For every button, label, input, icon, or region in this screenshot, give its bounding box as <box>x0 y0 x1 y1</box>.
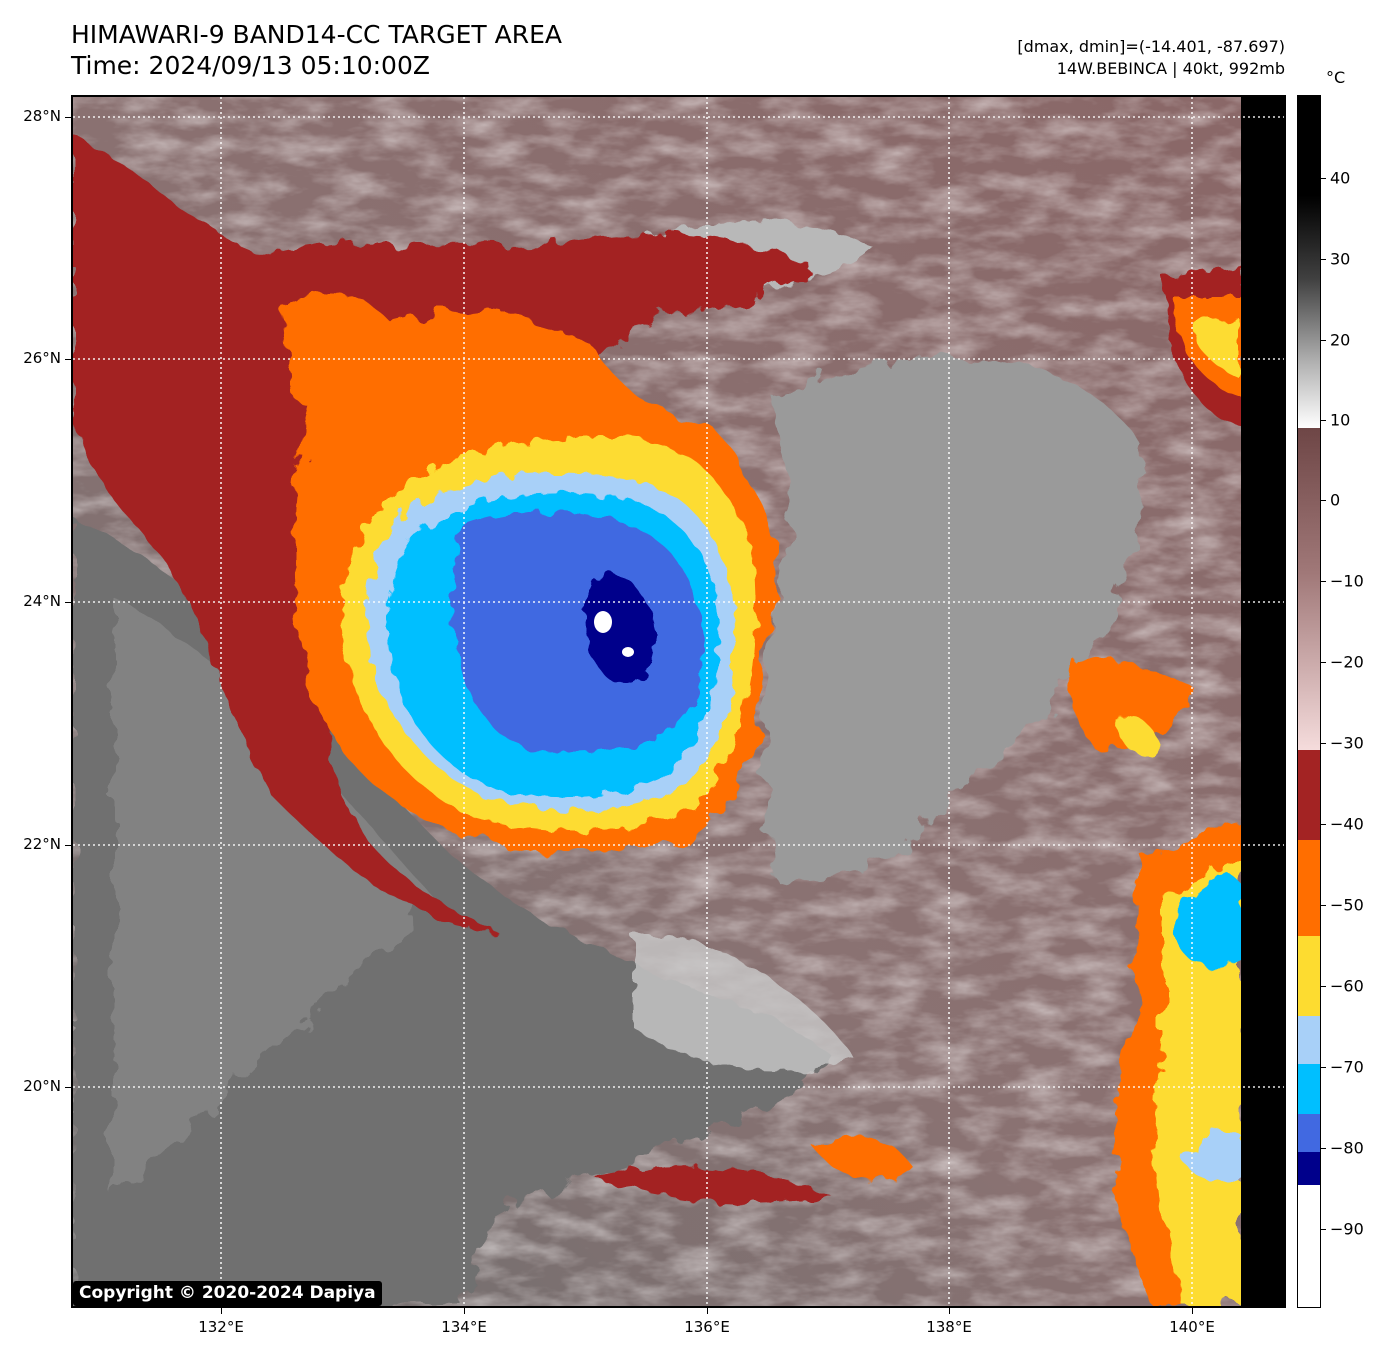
lat-label-22n: 22°N <box>23 835 61 853</box>
chart-time: Time: 2024/09/13 05:10:00Z <box>71 51 430 80</box>
lon-label-140e: 140°E <box>1169 1318 1215 1336</box>
lon-label-132e: 132°E <box>198 1318 244 1336</box>
colorbar-label: −20 <box>1330 652 1364 672</box>
colorbar-label: −50 <box>1330 895 1364 915</box>
copyright-notice: Copyright © 2020-2024 Dapiya <box>73 1281 382 1306</box>
overshooting-top <box>594 611 612 633</box>
chart-title: HIMAWARI-9 BAND14-CC TARGET AREA <box>71 20 563 49</box>
colorbar-label: −10 <box>1330 571 1364 591</box>
colorbar-label: −70 <box>1330 1057 1364 1077</box>
colorbar-label: 0 <box>1330 490 1341 510</box>
lon-label-136e: 136°E <box>684 1318 730 1336</box>
satellite-map <box>71 95 1286 1308</box>
storm-info: 14W.BEBINCA | 40kt, 992mb <box>1056 59 1285 78</box>
colorbar-label: −90 <box>1330 1219 1364 1239</box>
colorbar-label: 40 <box>1330 168 1351 188</box>
lat-label-26n: 26°N <box>23 349 61 367</box>
colorbar <box>1297 95 1321 1308</box>
colorbar-label: 20 <box>1330 330 1351 350</box>
lat-label-28n: 28°N <box>23 107 61 125</box>
colorbar-label: −40 <box>1330 814 1364 834</box>
data-range-info: [dmax, dmin]=(-14.401, -87.697) <box>1017 37 1285 56</box>
colorbar-label: −60 <box>1330 976 1364 996</box>
lon-label-138e: 138°E <box>926 1318 972 1336</box>
storm-core <box>583 573 655 685</box>
no-data-strip <box>1241 97 1284 1306</box>
outer-cloud-band <box>73 137 813 928</box>
gridlines <box>73 97 1284 1306</box>
colorbar-label: −80 <box>1330 1138 1364 1158</box>
grey-cloud-shield <box>764 356 1145 883</box>
deep-convection-blue <box>453 512 703 754</box>
colorbar-label: −30 <box>1330 733 1364 753</box>
colorbar-label: 30 <box>1330 249 1351 269</box>
lon-label-134e: 134°E <box>441 1318 487 1336</box>
lat-label-24n: 24°N <box>23 592 61 610</box>
lat-label-20n: 20°N <box>23 1077 61 1095</box>
colorbar-label: 10 <box>1330 410 1351 430</box>
colorbar-unit: °C <box>1326 68 1346 87</box>
